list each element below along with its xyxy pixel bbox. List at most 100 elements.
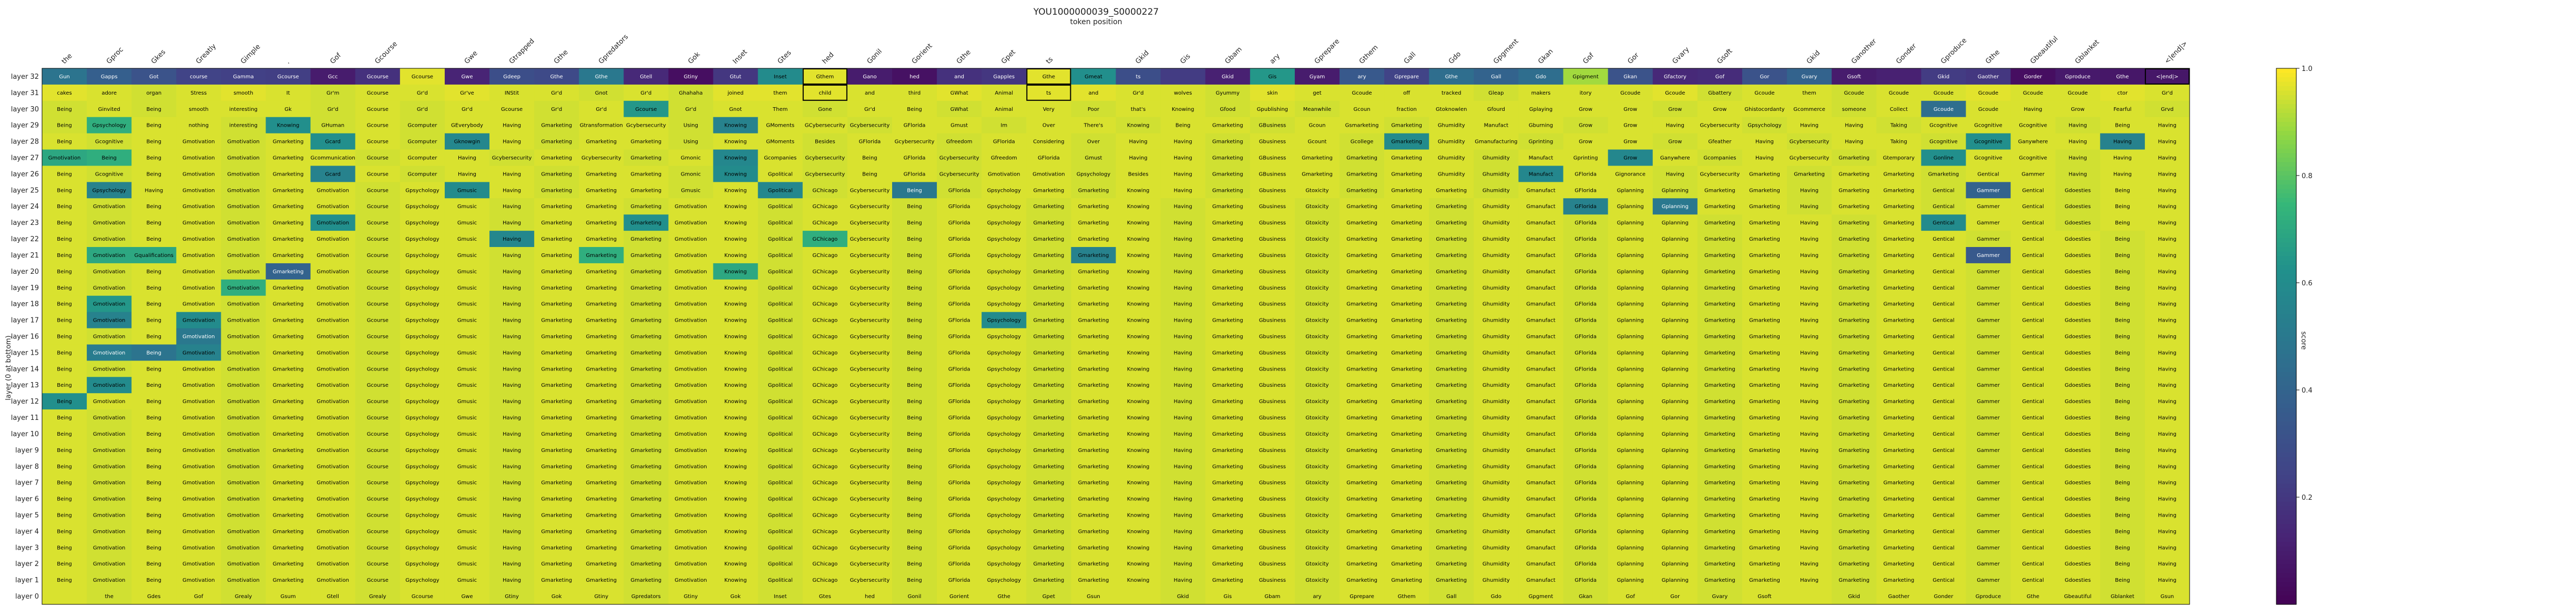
heatmap-cell	[265, 312, 311, 329]
heatmap-cell	[1563, 539, 1609, 556]
heatmap-cell	[1250, 344, 1295, 361]
cell-label: Gmarketing	[1883, 561, 1914, 567]
heatmap-cell	[892, 84, 937, 101]
heatmap-cell	[131, 507, 177, 523]
cell-label: Gmotivation	[227, 545, 260, 551]
heatmap-cell	[982, 572, 1027, 589]
cell-label: Gtes	[819, 594, 831, 600]
heatmap-cell	[1294, 182, 1340, 199]
heatmap-cell	[982, 312, 1027, 329]
cell-label: Gcybersecurity	[850, 383, 890, 388]
cell-label: Gmarketing	[1883, 545, 1914, 551]
cell-label: Gmusic	[457, 236, 477, 242]
cell-label: Gmanufact	[1526, 431, 1555, 437]
cell-label: GChicago	[812, 350, 837, 356]
y-tick-label: layer 1	[15, 577, 39, 584]
heatmap-cell	[802, 263, 848, 280]
cell-label: Knowing	[1127, 415, 1150, 421]
heatmap-cell	[713, 84, 759, 101]
cell-label: Knowing	[1127, 269, 1150, 275]
heatmap-cell	[1921, 295, 1966, 313]
cell-label: Knowing	[724, 285, 747, 291]
cell-label: Gpsychology	[987, 578, 1021, 583]
colorbar-segment	[2276, 104, 2296, 109]
heatmap-cell	[1518, 507, 1564, 523]
cell-label: Gmarketing	[1212, 334, 1243, 340]
cell-label: Gplanning	[1617, 480, 1644, 486]
heatmap-cell	[1429, 426, 1474, 443]
heatmap-cell	[1474, 100, 1519, 118]
heatmap-cell	[892, 426, 937, 443]
heatmap-cell	[1294, 409, 1340, 426]
cell-label: Gmarketing	[586, 464, 617, 470]
x-tick-label: Gpgment	[1492, 37, 1520, 65]
heatmap-cell	[1250, 166, 1295, 182]
heatmap-cell	[444, 149, 490, 166]
cell-label: Gmarketing	[1436, 545, 1467, 551]
heatmap-cell	[1608, 361, 1653, 377]
cell-label: Gmarketing	[1078, 497, 1109, 502]
heatmap-cell	[579, 523, 624, 540]
heatmap-cell	[1742, 328, 1787, 345]
heatmap-cell	[1787, 166, 1832, 182]
heatmap-cell	[1071, 409, 1116, 426]
cell-label: Gmotivation	[988, 171, 1020, 177]
cell-label: Gmotivation	[227, 220, 260, 226]
x-tick-label: Gthem	[1358, 44, 1380, 66]
heatmap-cell	[87, 166, 132, 182]
colorbar-segment	[2276, 376, 2296, 382]
cell-label: Gcourse	[367, 236, 389, 242]
heatmap-cell	[1205, 312, 1251, 329]
heatmap-cell	[1518, 100, 1564, 118]
heatmap-cell	[2010, 393, 2056, 410]
heatmap-cell	[1518, 539, 1564, 556]
heatmap-cell	[982, 588, 1027, 605]
cell-label: Gpsychology	[405, 578, 439, 583]
cell-label: Gplanning	[1617, 464, 1644, 470]
heatmap-cell	[802, 198, 848, 215]
heatmap-cell	[1652, 117, 1698, 134]
cell-label: Gmarketing	[1436, 448, 1467, 454]
cell-label: Having	[1800, 513, 1818, 519]
colorbar-segment	[2276, 301, 2296, 306]
heatmap-cell	[713, 263, 759, 280]
heatmap-cell	[400, 572, 445, 589]
cell-label: Gmusic	[457, 269, 477, 275]
heatmap-cell	[1384, 523, 1429, 540]
cell-label: Gentical	[1933, 480, 1954, 486]
cell-label: Gcybersecurity	[1790, 139, 1829, 145]
heatmap-cell	[400, 68, 445, 85]
cell-label: Gmarketing	[1704, 561, 1735, 567]
x-tick-label: Gtes	[776, 49, 793, 66]
heatmap-cell	[1071, 295, 1116, 313]
cell-label: Gmotivation	[227, 561, 260, 567]
cell-label: Having	[1845, 123, 1863, 129]
cell-label: Being	[147, 123, 161, 129]
cell-label: Gmarketing	[541, 415, 572, 421]
cell-label: Gammer	[1977, 334, 2000, 340]
heatmap-cell	[2144, 572, 2190, 589]
heatmap-cell	[1429, 474, 1474, 491]
cell-label: Ghumidity	[1483, 480, 1510, 486]
heatmap-cell	[1787, 279, 1832, 296]
heatmap-cell	[221, 182, 267, 199]
cell-label: Having	[503, 578, 521, 583]
cell-label: Gbam	[1264, 594, 1280, 600]
cell-label: Being	[147, 171, 161, 177]
heatmap-cell	[1026, 279, 1071, 296]
cell-label: Gplanning	[1617, 497, 1644, 502]
heatmap-cell	[1787, 555, 1832, 572]
cell-label: Gmarketing	[1033, 236, 1064, 242]
heatmap-cell	[1294, 490, 1340, 508]
heatmap-cell	[758, 263, 803, 280]
cell-label: Having	[1666, 171, 1684, 177]
colorbar-segment	[2276, 363, 2296, 368]
heatmap-cell	[2100, 166, 2145, 182]
cell-label: Gcompanies	[764, 156, 796, 161]
cell-label: Gcognitive	[1974, 139, 2002, 145]
heatmap-cell	[1071, 263, 1116, 280]
heatmap-cell	[1742, 523, 1787, 540]
cell-label: Gcourse	[367, 513, 389, 519]
cell-label: Being	[2115, 123, 2130, 129]
